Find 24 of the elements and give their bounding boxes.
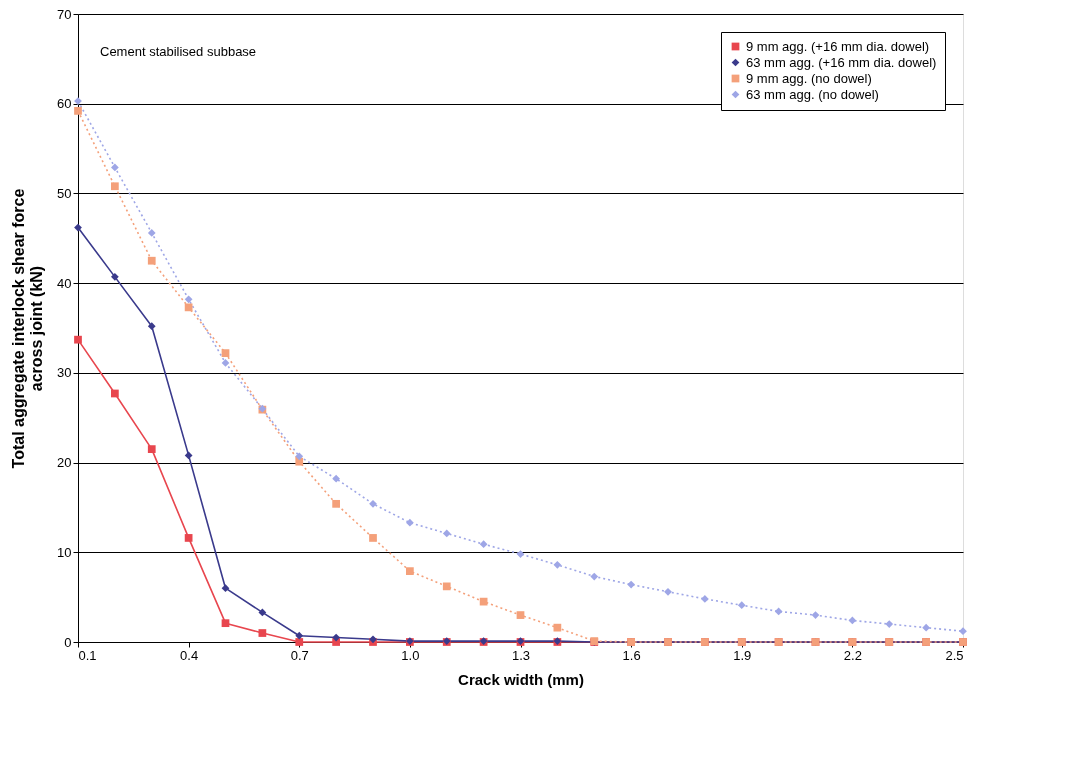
x-tick-label: 0.1 xyxy=(78,647,97,663)
y-tick-label: 10 xyxy=(57,544,72,560)
legend-label: 63 mm agg. (+16 mm dia. dowel) xyxy=(746,54,937,70)
y-tick-label: 60 xyxy=(57,96,72,112)
legend-label: 9 mm agg. (+16 mm dia. dowel) xyxy=(746,38,930,54)
y-tick-label: 70 xyxy=(57,6,72,22)
x-tick-label: 1.6 xyxy=(622,647,641,663)
x-tick-label: 1.9 xyxy=(733,647,752,663)
x-tick-label: 0.4 xyxy=(180,647,199,663)
y-axis-title: Total aggregate interlock shear force across joint (kN) xyxy=(10,188,46,469)
x-tick-label: 2.2 xyxy=(843,647,862,663)
x-tick-label: 0.7 xyxy=(290,647,309,663)
annotation: Cement stabilised subbase xyxy=(100,44,257,59)
x-tick-label: 2.5 xyxy=(945,647,964,663)
y-tick-label: 50 xyxy=(57,185,72,201)
legend-label: 63 mm agg. (no dowel) xyxy=(746,86,879,102)
y-tick-label: 0 xyxy=(64,634,72,650)
y-tick-label: 20 xyxy=(57,455,72,471)
x-tick-label: 1.3 xyxy=(511,647,531,663)
legend-label: 9 mm agg. (no dowel) xyxy=(746,70,872,86)
y-tick-label: 40 xyxy=(57,275,72,291)
x-tick-label: 1.0 xyxy=(401,647,420,663)
x-axis-title: Crack width (mm) xyxy=(458,670,584,688)
y-tick-label: 30 xyxy=(57,365,72,381)
